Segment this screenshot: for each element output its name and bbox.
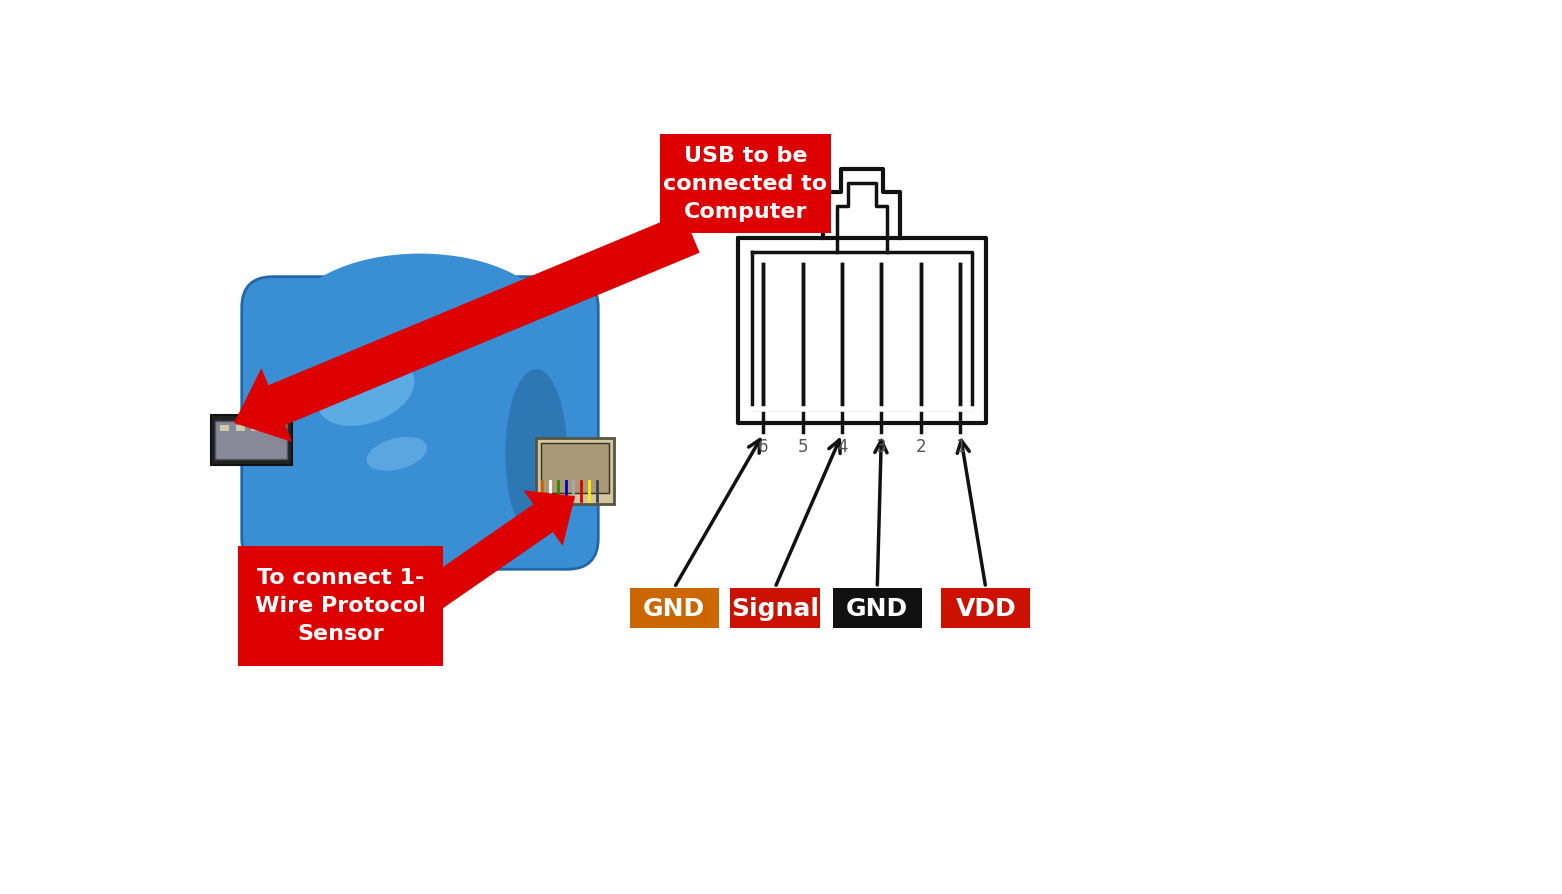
Text: 1: 1	[954, 438, 965, 456]
Bar	[629, 587, 719, 628]
Bar	[833, 587, 922, 628]
Ellipse shape	[505, 369, 567, 538]
Bar	[536, 438, 614, 504]
Text: 4: 4	[837, 438, 847, 456]
Polygon shape	[234, 213, 700, 442]
Bar	[661, 134, 831, 232]
Bar	[211, 416, 292, 466]
Ellipse shape	[289, 254, 551, 392]
Bar	[216, 421, 287, 460]
Text: GND: GND	[644, 596, 706, 620]
Polygon shape	[419, 491, 575, 612]
Ellipse shape	[367, 437, 426, 470]
Text: 2: 2	[915, 438, 926, 456]
Text: Signal: Signal	[731, 596, 818, 620]
Bar	[251, 425, 261, 431]
Text: To connect 1-
Wire Protocol
Sensor: To connect 1- Wire Protocol Sensor	[255, 568, 426, 644]
Bar	[731, 587, 820, 628]
Bar	[942, 587, 1031, 628]
Bar	[236, 425, 245, 431]
Text: USB to be
connected to
Computer: USB to be connected to Computer	[664, 146, 828, 222]
Text: 6: 6	[758, 438, 769, 456]
Ellipse shape	[317, 358, 414, 426]
Bar	[267, 425, 276, 431]
Text: 3: 3	[876, 438, 887, 456]
Text: VDD: VDD	[956, 596, 1015, 620]
Bar	[237, 546, 444, 665]
FancyBboxPatch shape	[242, 276, 598, 569]
Text: 5: 5	[798, 438, 808, 456]
Text: GND: GND	[847, 596, 909, 620]
Bar	[540, 443, 609, 493]
Bar	[220, 425, 230, 431]
